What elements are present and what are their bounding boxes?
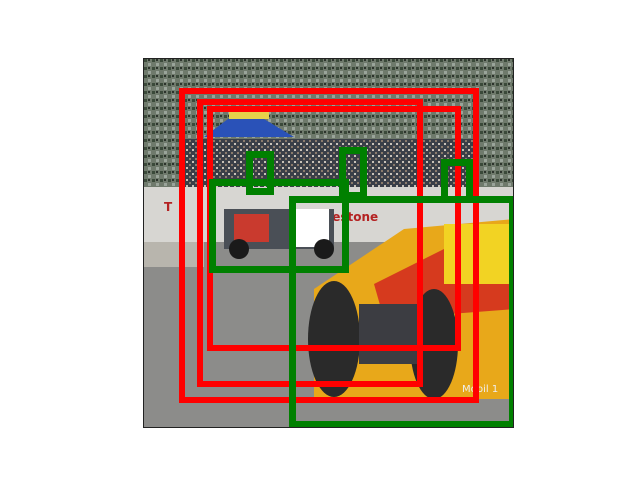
track-marking [144,242,204,267]
photo-figure: T Firestone Mobil 1 [143,58,514,428]
grandstand [184,139,474,194]
race-scene-photo: T Firestone Mobil 1 [144,59,513,427]
background-race-car [224,209,334,259]
blue-tent [204,107,294,137]
tent-banner [229,109,269,119]
wall-lettering-left: T [164,200,173,214]
car-sponsor-text: Mobil 1 [462,384,498,395]
